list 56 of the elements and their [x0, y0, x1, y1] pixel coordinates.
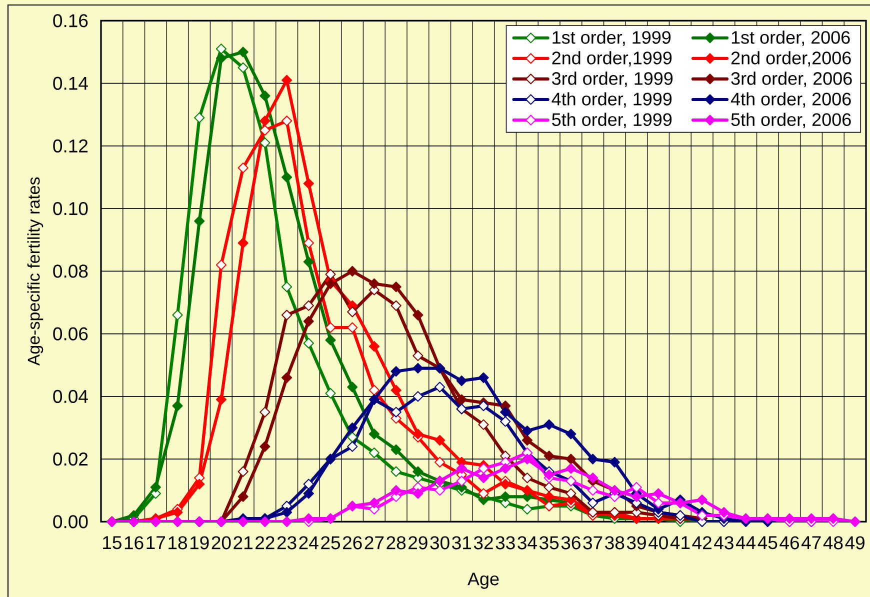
x-tick-label: 34 [518, 536, 537, 550]
y-axis-title: Age-specific fertility rates [27, 177, 44, 366]
x-tick-label: 39 [626, 536, 646, 550]
x-tick-label: 38 [605, 536, 624, 550]
x-tick-label: 23 [277, 536, 296, 550]
x-tick-label: 30 [430, 536, 450, 550]
legend-label: 4th order, 1999 [552, 92, 672, 108]
legend-label: 2nd order,1999 [552, 51, 672, 66]
x-tick-label: 28 [386, 536, 406, 550]
x-tick-label: 37 [583, 536, 602, 550]
x-tick-label: 40 [648, 536, 668, 550]
y-tick-label: 0.00 [53, 515, 88, 528]
x-tick-label: 45 [758, 536, 778, 550]
y-tick-label: 0.10 [53, 202, 88, 216]
legend-label: 1st order, 2006 [732, 30, 850, 46]
y-tick-label: 0.14 [53, 76, 88, 90]
x-tick-label: 15 [103, 536, 122, 550]
y-tick-label: 0.08 [53, 264, 88, 278]
x-tick-label: 26 [342, 536, 362, 550]
x-axis-title: Age [468, 572, 499, 589]
legend-label: 3rd order, 1999 [552, 72, 673, 88]
x-tick-label: 49 [845, 536, 864, 550]
legend-label: 1st order, 1999 [552, 30, 671, 46]
y-tick-label: 0.06 [53, 327, 88, 340]
y-tick-label: 0.02 [53, 452, 88, 466]
x-tick-label: 48 [823, 536, 843, 550]
x-tick-label: 20 [212, 536, 231, 550]
y-tick-label: 0.12 [53, 139, 88, 153]
x-tick-label: 16 [124, 536, 144, 550]
legend-label: 5th order, 2006 [731, 112, 851, 128]
legend-label: 2nd order,2006 [731, 51, 851, 66]
legend-label: 4th order, 2006 [730, 92, 851, 108]
x-tick-label: 41 [670, 536, 690, 549]
x-tick-label: 35 [539, 536, 559, 550]
y-tick-label: 0.16 [53, 14, 88, 28]
legend-label: 3rd order, 2006 [731, 72, 852, 88]
x-tick-label: 17 [146, 536, 166, 549]
legend-label: 5th order, 1999 [552, 112, 672, 128]
x-tick-label: 24 [299, 536, 318, 550]
x-tick-label: 29 [408, 536, 428, 550]
x-tick-label: 44 [736, 536, 756, 549]
x-tick-label: 46 [780, 536, 799, 550]
x-tick-label: 33 [496, 536, 515, 550]
x-tick-label: 32 [474, 536, 493, 550]
y-tick-label: 0.04 [53, 390, 88, 404]
x-tick-label: 25 [321, 536, 340, 550]
x-tick-label: 42 [692, 536, 712, 550]
x-tick-label: 27 [364, 536, 384, 550]
x-tick-label: 36 [561, 536, 580, 550]
x-tick-label: 43 [714, 536, 734, 550]
x-tick-label: 47 [801, 536, 821, 549]
x-tick-label: 22 [256, 536, 274, 550]
x-tick-label: 21 [234, 536, 252, 550]
x-tick-label: 19 [190, 536, 209, 550]
x-tick-label: 31 [452, 536, 472, 550]
x-tick-label: 18 [168, 536, 187, 550]
